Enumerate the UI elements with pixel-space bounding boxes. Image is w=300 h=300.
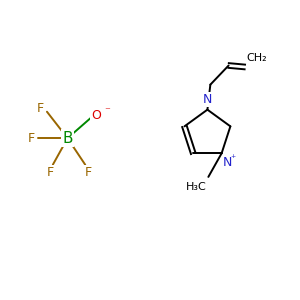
Text: F: F	[28, 132, 35, 145]
Text: B: B	[62, 131, 73, 146]
Text: ⁻: ⁻	[104, 106, 110, 116]
Text: N: N	[223, 156, 232, 169]
Text: H₃C: H₃C	[186, 182, 207, 192]
Text: N: N	[203, 93, 212, 106]
Text: F: F	[85, 166, 92, 178]
Text: ⁺: ⁺	[231, 154, 236, 164]
Text: CH₂: CH₂	[246, 53, 267, 63]
Text: F: F	[46, 166, 53, 178]
Text: O: O	[92, 109, 101, 122]
Text: F: F	[37, 102, 44, 115]
